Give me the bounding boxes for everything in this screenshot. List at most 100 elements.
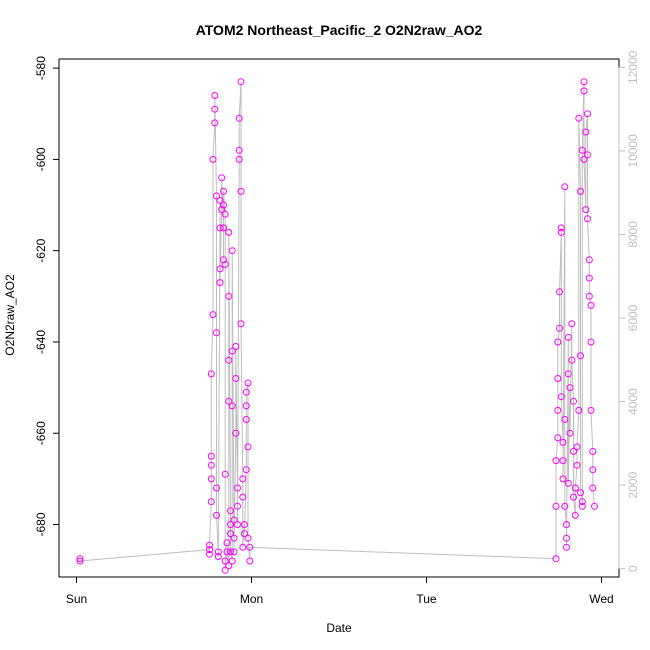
data-point bbox=[211, 119, 219, 127]
data-point bbox=[221, 566, 229, 574]
data-point bbox=[584, 151, 591, 159]
data-point bbox=[213, 329, 220, 337]
line-layer bbox=[79, 81, 595, 571]
data-point bbox=[570, 448, 577, 455]
data-point bbox=[575, 406, 583, 414]
data-point bbox=[585, 292, 593, 300]
data-point bbox=[589, 448, 597, 455]
data-point bbox=[557, 393, 565, 401]
data-point bbox=[216, 224, 224, 232]
data-point bbox=[577, 352, 584, 360]
data-point bbox=[587, 406, 595, 414]
data-point bbox=[209, 155, 217, 163]
data-point bbox=[578, 502, 586, 510]
data-point bbox=[239, 475, 247, 483]
data-point bbox=[246, 543, 254, 551]
data-point bbox=[228, 557, 236, 565]
data-point bbox=[237, 187, 245, 195]
data-point bbox=[585, 274, 593, 282]
data-point bbox=[209, 311, 217, 319]
data-point bbox=[580, 87, 588, 95]
y-tick-label: -640 bbox=[34, 330, 48, 354]
data-point bbox=[557, 224, 565, 232]
data-point bbox=[230, 534, 238, 542]
data-point bbox=[241, 521, 248, 528]
data-point bbox=[582, 128, 590, 136]
data-point bbox=[563, 521, 570, 528]
data-point bbox=[584, 215, 591, 223]
data-point bbox=[227, 521, 234, 528]
data-point bbox=[235, 114, 243, 122]
y-axis-label: O2N2raw_AO2 bbox=[3, 274, 17, 356]
data-point bbox=[552, 555, 560, 563]
data-point bbox=[589, 484, 597, 492]
data-point bbox=[206, 541, 213, 549]
data-point bbox=[580, 155, 588, 163]
data-point bbox=[571, 484, 579, 492]
data-point bbox=[556, 324, 563, 332]
data-point bbox=[220, 201, 227, 209]
data-point bbox=[235, 155, 243, 163]
data-point bbox=[559, 475, 567, 483]
data-point bbox=[575, 114, 583, 122]
y-axis-right: 0 2000 4000 6000 8000 10000 12000 bbox=[618, 50, 640, 572]
data-point bbox=[214, 548, 222, 556]
data-point bbox=[223, 539, 231, 547]
data-point bbox=[76, 555, 84, 563]
data-point bbox=[206, 550, 213, 558]
data-point bbox=[561, 416, 569, 423]
y2-tick-label: 8000 bbox=[626, 221, 640, 248]
data-point bbox=[237, 78, 245, 86]
data-point bbox=[559, 438, 567, 446]
data-point bbox=[244, 379, 252, 387]
data-point bbox=[561, 183, 569, 191]
data-point bbox=[214, 553, 222, 560]
data-point bbox=[566, 429, 574, 437]
data-point bbox=[561, 502, 569, 510]
data-point bbox=[228, 247, 236, 255]
data-point bbox=[554, 338, 562, 346]
data-point bbox=[244, 443, 252, 451]
y-tick-label: -620 bbox=[34, 238, 48, 262]
data-point bbox=[554, 375, 562, 382]
y2-tick-label: 2000 bbox=[626, 471, 640, 498]
data-point bbox=[234, 521, 241, 528]
data-point bbox=[232, 343, 240, 350]
data-point bbox=[227, 530, 234, 538]
data-point bbox=[225, 562, 233, 570]
data-point bbox=[556, 288, 563, 296]
data-point bbox=[234, 484, 241, 492]
data-point bbox=[232, 429, 240, 437]
data-point bbox=[587, 301, 595, 309]
data-point bbox=[563, 534, 570, 542]
plot-frame bbox=[58, 58, 620, 578]
data-point bbox=[568, 356, 576, 364]
data-point bbox=[584, 110, 591, 118]
data-point bbox=[242, 416, 250, 423]
data-point bbox=[566, 384, 574, 392]
points-layer bbox=[76, 78, 598, 574]
data-point bbox=[587, 338, 595, 346]
data-point bbox=[207, 461, 215, 469]
data-point bbox=[218, 206, 226, 214]
x-tick-label: Sun bbox=[66, 592, 87, 606]
y2-tick-label: 12000 bbox=[626, 50, 640, 84]
data-point bbox=[227, 548, 234, 556]
data-point bbox=[582, 206, 590, 214]
data-point bbox=[213, 511, 220, 519]
data-point bbox=[206, 546, 213, 554]
data-point bbox=[554, 434, 562, 442]
data-point bbox=[232, 375, 240, 382]
data-point bbox=[573, 443, 581, 451]
data-point bbox=[246, 557, 254, 565]
x-tick-label: Wed bbox=[589, 592, 613, 606]
data-point bbox=[554, 406, 562, 414]
x-axis-label: Date bbox=[326, 621, 352, 635]
data-point bbox=[577, 489, 584, 497]
data-point bbox=[213, 192, 220, 200]
data-point bbox=[239, 493, 247, 501]
data-point bbox=[580, 78, 588, 86]
data-point bbox=[228, 347, 236, 355]
data-point bbox=[225, 228, 233, 236]
data-point bbox=[237, 320, 245, 328]
